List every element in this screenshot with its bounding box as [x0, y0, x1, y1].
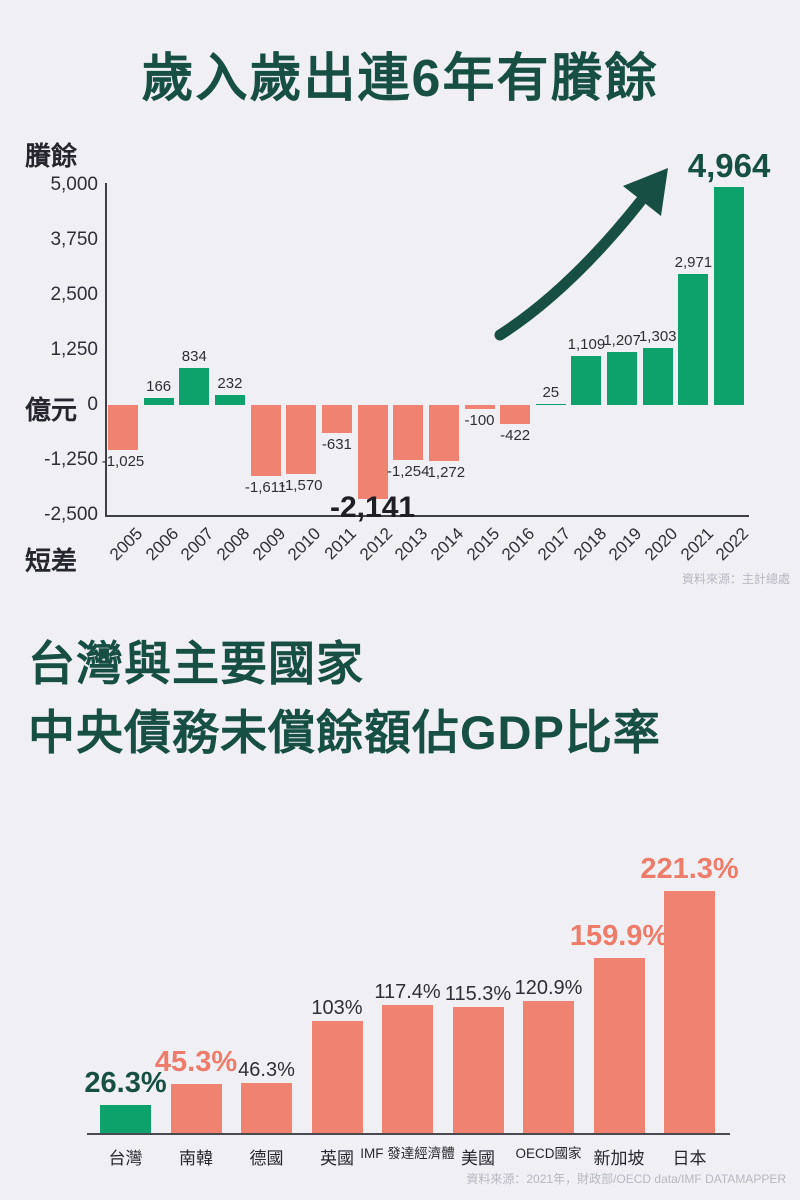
bar-value-IMF 發達經濟體: 117.4% [374, 980, 441, 1003]
y-tick-2,500: 2,500 [50, 284, 98, 305]
bar-美國 [452, 1007, 504, 1134]
bar-南韓 [170, 1084, 222, 1134]
bar-德國 [241, 1083, 292, 1134]
bar-value-2010: -1,570 [279, 477, 323, 495]
chart1-source: 資料來源：主計總處 [681, 572, 790, 586]
bar-2012 [357, 405, 388, 500]
bar-value-2014: -1,272 [422, 463, 466, 481]
bar-新加坡 [593, 958, 645, 1134]
y-tick--2,500: -2,500 [44, 504, 98, 525]
y-axis-top-label: 賸餘 [25, 141, 78, 171]
bar-value-南韓: 45.3% [154, 1046, 238, 1079]
chart1-title: 歲入歲出連6年有賸餘 [141, 50, 659, 108]
y-axis-bottom-label: 短差 [25, 546, 78, 576]
bar-value-2011: -631 [321, 435, 352, 453]
category-label-日本: 日本 [672, 1149, 707, 1168]
y-tick-0: 0 [87, 394, 98, 415]
bar-value-美國: 115.3% [444, 983, 512, 1006]
bar-2006 [143, 397, 174, 405]
bar-OECD國家 [523, 1001, 574, 1134]
bar-value-2022: 4,964 [687, 146, 771, 184]
bar-value-台灣: 26.3% [84, 1067, 167, 1100]
growth-arrow-icon [494, 168, 668, 341]
y-tick-5,000: 5,000 [50, 174, 98, 195]
bar-2008 [214, 394, 245, 405]
y-tick-3,750: 3,750 [50, 229, 98, 250]
bar-2018 [571, 356, 602, 405]
bar-value-2008: 232 [217, 374, 243, 392]
bar-英國 [311, 1020, 363, 1134]
bar-2022 [714, 186, 745, 405]
bar-2009 [250, 405, 281, 476]
category-label-英國: 英國 [320, 1149, 354, 1168]
bar-value-2017: 25 [542, 383, 560, 401]
category-label-OECD國家: OECD國家 [515, 1146, 582, 1161]
chart2-baseline [87, 1133, 730, 1135]
bar-value-2018: 1,109 [567, 336, 606, 354]
bar-value-2012: -2,141 [330, 491, 416, 525]
bar-value-日本: 221.3% [640, 852, 739, 885]
bar-value-OECD國家: 120.9% [514, 977, 583, 999]
bar-2019 [607, 351, 638, 405]
bar-value-2007: 834 [181, 348, 207, 366]
bar-2014 [428, 405, 459, 461]
bar-value-2009: -1,611 [244, 478, 287, 496]
bar-2011 [321, 405, 352, 433]
bar-2016 [500, 405, 531, 424]
category-label-德國: 德國 [249, 1149, 284, 1168]
y-axis-unit-label: 億元 [25, 395, 78, 425]
category-label-南韓: 南韓 [179, 1149, 213, 1168]
bar-IMF 發達經濟體 [382, 1004, 433, 1134]
x-axis-line [105, 515, 749, 517]
category-label-台灣: 台灣 [108, 1149, 143, 1168]
bar-2021 [678, 274, 709, 405]
bar-value-2015: -100 [464, 412, 495, 430]
bar-value-2006: 166 [146, 377, 172, 395]
bar-台灣 [100, 1105, 151, 1134]
bar-value-2016: -422 [500, 426, 531, 444]
chart2-title: 台灣與主要國家 中央債務未償餘額佔GDP比率 [28, 629, 661, 767]
category-label-美國: 美國 [461, 1149, 495, 1168]
bar-value-2019: 1,207 [603, 331, 641, 349]
category-label-新加坡: 新加坡 [593, 1149, 645, 1168]
bar-2007 [179, 368, 210, 405]
bar-value-2021: 2,971 [674, 254, 713, 272]
chart2-title-line2: 中央債務未償餘額佔GDP比率 [28, 706, 661, 759]
bar-2015 [464, 405, 495, 410]
bar-value-2005: -1,025 [101, 453, 145, 471]
bar-value-2013: -1,254 [386, 463, 430, 481]
bar-value-2020: 1,303 [638, 327, 677, 345]
bar-2010 [286, 405, 317, 475]
bar-日本 [664, 890, 715, 1134]
bar-value-英國: 103% [311, 996, 363, 1019]
category-label-IMF 發達經濟體: IMF 發達經濟體 [360, 1146, 455, 1161]
bar-2005 [108, 405, 138, 451]
bar-value-德國: 46.3% [238, 1059, 295, 1082]
y-axis-line [105, 183, 107, 517]
bar-2013 [393, 405, 424, 461]
y-tick-1,250: 1,250 [50, 339, 98, 360]
bar-2020 [642, 347, 673, 405]
chart2-title-line1: 台灣與主要國家 [28, 637, 364, 690]
y-tick--1,250: -1,250 [44, 449, 98, 470]
bar-2017 [535, 403, 566, 405]
chart2-source: 資料來源：2021年，財政部/OECD data/IMF DATAMAPPER [466, 1172, 786, 1186]
bar-value-新加坡: 159.9% [569, 920, 669, 953]
